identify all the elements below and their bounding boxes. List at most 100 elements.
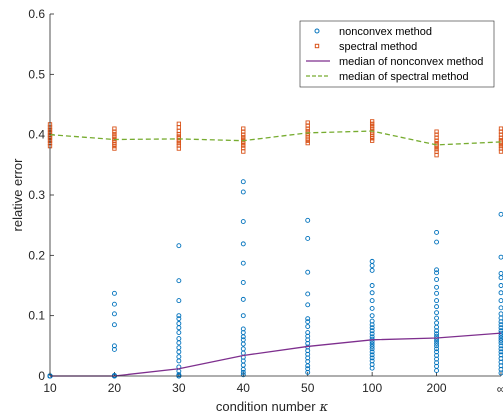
nonconvex-point [176, 313, 182, 319]
x-tick-label: ∞ [497, 382, 503, 396]
spectral-point [176, 136, 182, 141]
nonconvex-point [111, 347, 117, 352]
nonconvex-point [498, 349, 503, 355]
legend: nonconvex method spectral method median … [299, 20, 495, 88]
spectral-point [112, 129, 117, 134]
nonconvex-point [176, 340, 182, 346]
nonconvex-point [305, 235, 311, 241]
nonconvex-point [176, 278, 182, 284]
nonconvex-point [176, 349, 182, 355]
nonconvex-point [111, 322, 117, 328]
nonconvex-point [498, 325, 503, 331]
nonconvex-point [240, 219, 246, 224]
nonconvex-point [111, 290, 117, 296]
x-axis-label-symbol: κ [319, 400, 329, 415]
nonconvex-point [305, 324, 311, 329]
nonconvex-point [498, 322, 503, 328]
x-tick-label: 100 [362, 381, 382, 395]
nonconvex-point [369, 290, 375, 296]
y-tick-label: 0.1 [28, 309, 45, 323]
y-tick-label: 0.5 [28, 67, 45, 81]
nonconvex-point [434, 239, 440, 245]
spectral-point [176, 146, 182, 151]
nonconvex-point [176, 316, 182, 322]
x-tick-label: 50 [301, 381, 315, 395]
spectral-point [369, 121, 375, 126]
nonconvex-point [434, 267, 440, 273]
nonconvex-point [305, 269, 311, 275]
spectral-point [241, 143, 246, 148]
nonconvex-point [498, 335, 503, 341]
nonconvex-point [369, 298, 375, 304]
nonconvex-point [434, 229, 440, 235]
nonconvex-point [434, 310, 440, 316]
spectral-point [112, 143, 117, 149]
nonconvex-point [434, 304, 440, 310]
nonconvex-point [369, 341, 375, 347]
nonconvex-point [434, 331, 440, 337]
nonconvex-point [498, 305, 503, 311]
legend-label-median-spectral: median of spectral method [339, 71, 469, 83]
nonconvex-point [240, 372, 246, 378]
x-tick-label: 10 [43, 381, 57, 395]
nonconvex-point [498, 340, 503, 346]
spectral-point [434, 146, 439, 152]
nonconvex-point [369, 313, 375, 319]
nonconvex-point [369, 352, 375, 358]
nonconvex-point [498, 211, 503, 217]
nonconvex-point [305, 363, 311, 369]
nonconvex-point [498, 343, 503, 349]
x-axis-label-text: condition number [216, 399, 316, 414]
nonconvex-point [111, 301, 117, 307]
nonconvex-point [498, 290, 503, 296]
nonconvex-point [434, 328, 440, 334]
spectral-point [434, 153, 439, 158]
nonconvex-point [498, 275, 503, 281]
nonconvex-point [434, 315, 440, 321]
nonconvex-point [434, 343, 440, 349]
y-tick-label: 0.4 [28, 128, 45, 142]
nonconvex-point [369, 305, 375, 311]
y-tick-label: 0 [38, 369, 45, 383]
nonconvex-point [498, 370, 503, 376]
median-spectral-line [49, 130, 502, 146]
nonconvex-point [176, 358, 182, 364]
nonconvex-point [498, 298, 503, 304]
nonconvex-point [305, 369, 311, 375]
nonconvex-point [498, 346, 503, 352]
nonconvex-point [369, 355, 375, 361]
nonconvex-point [369, 322, 375, 328]
nonconvex-point [369, 325, 375, 331]
spectral-point [369, 119, 375, 124]
nonconvex-point [240, 313, 246, 319]
spectral-point [241, 132, 246, 137]
nonconvex-point [240, 179, 246, 185]
nonconvex-point [305, 319, 311, 325]
spectral-point [369, 126, 375, 131]
spectral-point [369, 136, 375, 141]
nonconvex-point [369, 346, 375, 352]
spectral-point [305, 140, 310, 146]
spectral-point [305, 126, 310, 131]
spectral-point [241, 140, 246, 146]
nonconvex-point [369, 328, 375, 334]
nonconvex-point [369, 365, 375, 371]
y-axis-label: relative error [10, 158, 25, 232]
nonconvex-point [498, 319, 503, 325]
spectral-point [112, 131, 117, 137]
nonconvex-point [176, 330, 182, 336]
x-tick-label: 30 [172, 381, 186, 395]
nonconvex-point [369, 349, 375, 355]
x-axis-label: condition number κ [216, 399, 329, 415]
nonconvex-point [305, 217, 311, 223]
spectral-point [241, 149, 246, 154]
legend-label-nonconvex: nonconvex method [339, 26, 432, 38]
nonconvex-point [240, 366, 246, 372]
nonconvex-point [434, 277, 440, 282]
nonconvex-point [240, 334, 246, 340]
nonconvex-point [369, 263, 375, 269]
nonconvex-point [498, 254, 503, 260]
nonconvex-point [369, 267, 375, 273]
legend-label-spectral: spectral method [339, 41, 417, 53]
x-axis: 10 20 30 40 50 100 200 ∞ [43, 372, 503, 396]
